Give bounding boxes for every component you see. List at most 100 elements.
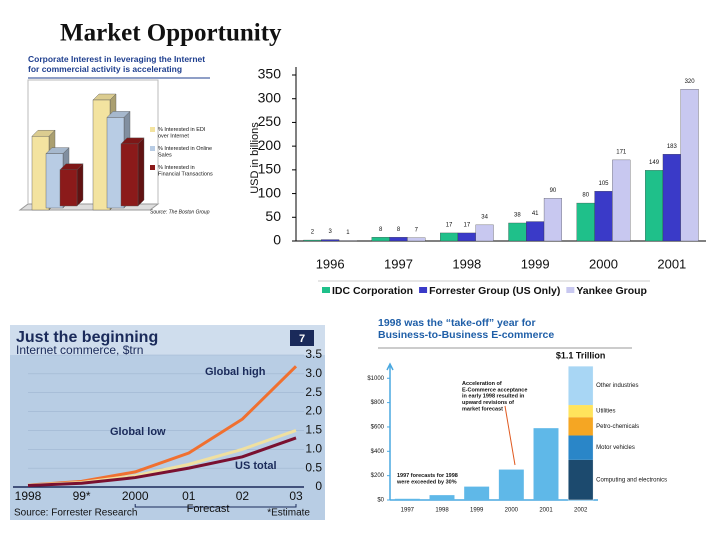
value-label: 1 <box>346 230 350 236</box>
value-label: 149 <box>649 160 660 166</box>
text-line: % Interested in EDI <box>158 127 206 133</box>
bar <box>407 237 426 242</box>
legend-swatch <box>322 287 330 293</box>
segment-label: Computing and electronics <box>596 477 667 483</box>
legend-label: Yankee Group <box>576 285 647 297</box>
x-tick-label: 1999 <box>470 508 484 514</box>
value-label: 171 <box>616 149 627 155</box>
value-label: 90 <box>550 188 557 194</box>
bar <box>321 239 340 242</box>
value-label: 41 <box>532 211 539 217</box>
value-label: 17 <box>463 223 470 229</box>
y-axis <box>386 362 394 500</box>
forecast-bracket <box>134 504 297 508</box>
y-tick-label: 200 <box>258 137 282 153</box>
x-tick-label: 2001 <box>657 256 686 271</box>
text-line: upward revisions of <box>462 400 514 406</box>
annotation-arrow <box>504 405 516 466</box>
source: Source: The Boston Group <box>150 209 210 215</box>
bar <box>303 239 322 242</box>
bar <box>440 232 459 242</box>
y-tick-label: 1.0 <box>305 441 322 455</box>
title-band <box>10 325 325 355</box>
y-tick-label: 2.0 <box>305 404 322 418</box>
x-tick-label: 1999 <box>521 256 550 271</box>
annotation: Forecast <box>187 503 230 515</box>
text-line: were exceeded by 30% <box>396 480 457 486</box>
y-tick-label: 300 <box>258 89 282 105</box>
x-tick-label: 02 <box>236 489 250 503</box>
bar-3d <box>120 137 145 207</box>
y-axis-label: USD in billions <box>249 122 261 194</box>
series-label: Global low <box>110 426 166 438</box>
y-tick-label: $0 <box>377 498 384 504</box>
text-line: for commercial activity is accelerating <box>28 64 182 74</box>
value-label: $1.1 Trillion <box>556 350 606 360</box>
bar <box>576 202 595 242</box>
stack-segment <box>568 459 594 500</box>
legend-swatch <box>566 287 575 293</box>
y-tick-label: 3.0 <box>305 366 322 380</box>
x-tick-label: 99* <box>73 489 91 503</box>
text-line: Corporate Interest in leveraging the Int… <box>28 54 205 64</box>
bar <box>567 365 594 501</box>
bar <box>498 469 524 500</box>
y-tick-label: $800 <box>371 400 385 406</box>
text-line: in early 1998 resulted in <box>462 394 525 400</box>
legend-swatch <box>150 127 155 132</box>
legend-label: Forrester Group (US Only) <box>429 285 560 297</box>
value-label: 80 <box>582 193 589 199</box>
stack-segment <box>568 366 594 406</box>
x-tick-label: 2001 <box>539 508 553 514</box>
value-label: 105 <box>598 181 609 187</box>
bar <box>543 198 562 242</box>
value-label: 34 <box>481 214 488 220</box>
text-line: over Internet <box>158 134 189 140</box>
x-tick-label: 1997 <box>401 508 415 514</box>
value-label: 8 <box>379 227 383 233</box>
x-tick-label: 1997 <box>384 256 413 271</box>
x-tick-label: 1998 <box>435 508 449 514</box>
value-label: 320 <box>685 79 696 85</box>
stack-segment <box>568 435 594 460</box>
y-tick-label: 3.5 <box>305 347 322 361</box>
bar <box>429 495 455 500</box>
bar-side <box>76 163 84 207</box>
value-label: 17 <box>446 223 453 229</box>
text-line: market forecast <box>462 407 503 413</box>
series-label: Global high <box>205 366 266 378</box>
bar <box>680 89 699 242</box>
segment-label: Other industries <box>596 383 638 389</box>
x-tick-label: 01 <box>182 489 196 503</box>
bar-3d <box>59 163 84 207</box>
bar <box>457 232 476 242</box>
text-line: 1998 was the “take-off” year for <box>378 317 536 329</box>
y-tick-label: 0 <box>273 232 281 248</box>
wall <box>27 79 159 204</box>
segment-label: Utilities <box>596 409 615 415</box>
y-tick-label: $1000 <box>367 376 384 382</box>
x-tick-label: 1996 <box>316 256 345 271</box>
text-line: % Interested in Online <box>158 146 212 152</box>
x-tick-label: 1998 <box>15 489 42 503</box>
bar <box>371 237 390 242</box>
legend-label: % Interested in Online Sales <box>158 146 212 158</box>
text-line: Acceleration of <box>462 381 502 387</box>
bar <box>508 222 527 242</box>
chart-subtitle: Internet commerce, $trn <box>16 343 143 357</box>
series-label: US total <box>235 460 277 472</box>
value-label: 2 <box>311 230 315 236</box>
x-tick-label: 1998 <box>452 256 481 271</box>
bar <box>533 428 559 500</box>
bar <box>662 154 681 242</box>
bar <box>389 237 408 242</box>
annotation: Acceleration of E-Commerce acceptance in e… <box>462 381 527 412</box>
y-tick-label: 1.5 <box>305 423 322 437</box>
text-line: 1997 forecasts for 1998 <box>397 473 458 479</box>
legend-label: % Interested in Financial Transactions <box>158 165 213 177</box>
stack-segment <box>568 405 594 418</box>
x-tick-label: 2002 <box>574 508 588 514</box>
bar <box>464 486 490 500</box>
segment-label: Motor vehicles <box>596 445 635 451</box>
bar <box>594 191 613 242</box>
